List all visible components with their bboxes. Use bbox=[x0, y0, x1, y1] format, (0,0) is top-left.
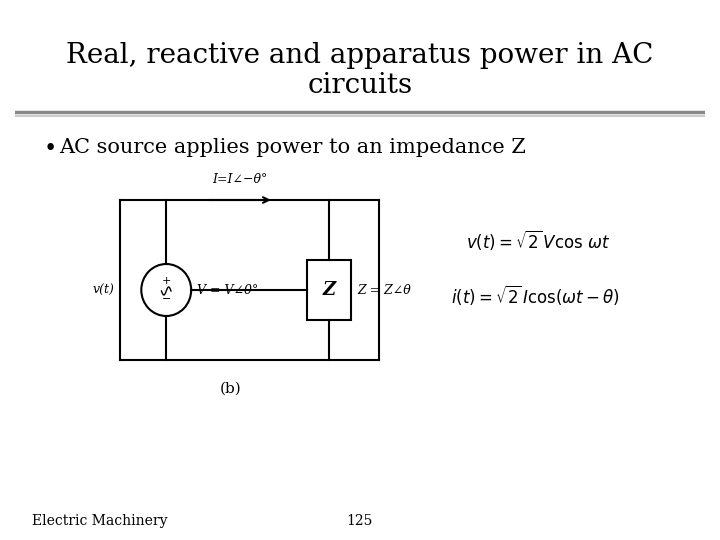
Text: $v(t) = \sqrt{2}\,V\cos\,\omega t$: $v(t) = \sqrt{2}\,V\cos\,\omega t$ bbox=[466, 228, 610, 252]
Text: +: + bbox=[161, 276, 171, 286]
Text: Electric Machinery: Electric Machinery bbox=[32, 514, 168, 528]
Bar bbox=[307, 260, 351, 320]
Text: v(t): v(t) bbox=[93, 284, 114, 296]
Text: 125: 125 bbox=[347, 514, 373, 528]
Text: V = V∠0°: V = V∠0° bbox=[197, 284, 258, 296]
Text: circuits: circuits bbox=[307, 72, 413, 99]
Text: AC source applies power to an impedance Z: AC source applies power to an impedance … bbox=[59, 138, 526, 157]
Text: (b): (b) bbox=[220, 382, 241, 396]
Text: •: • bbox=[43, 138, 57, 160]
Text: Real, reactive and apparatus power in AC: Real, reactive and apparatus power in AC bbox=[66, 42, 654, 69]
Text: I=I∠−θ°: I=I∠−θ° bbox=[212, 173, 268, 186]
Text: Z = Z∠θ: Z = Z∠θ bbox=[357, 284, 411, 296]
Text: −: − bbox=[161, 294, 171, 304]
Text: $i(t) = \sqrt{2}\,I\cos(\omega t - \theta)$: $i(t) = \sqrt{2}\,I\cos(\omega t - \thet… bbox=[451, 283, 620, 307]
Text: Z: Z bbox=[323, 281, 336, 299]
